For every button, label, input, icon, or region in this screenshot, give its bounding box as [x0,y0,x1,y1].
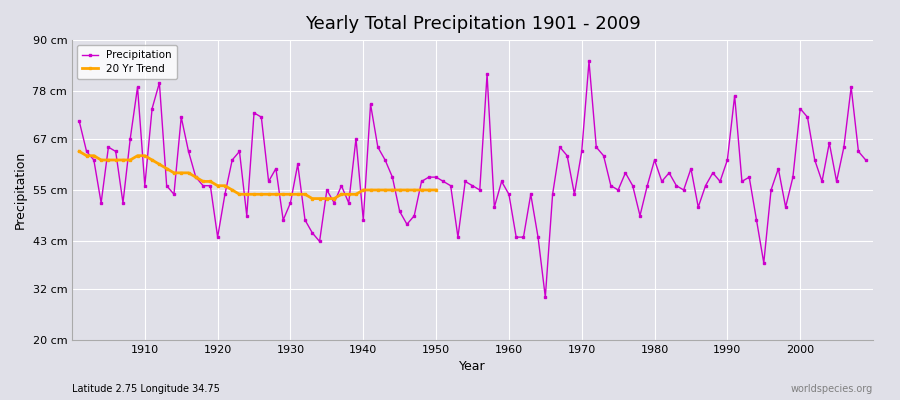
20 Yr Trend [314,196,325,201]
20 Yr Trend [161,166,172,171]
20 Yr Trend [394,188,405,192]
20 Yr Trend [176,170,186,175]
Precipitation [860,158,871,162]
20 Yr Trend [212,183,223,188]
20 Yr Trend [125,158,136,162]
X-axis label: Year: Year [459,360,486,374]
20 Yr Trend [328,196,339,201]
Precipitation [583,59,594,64]
20 Yr Trend [401,188,412,192]
20 Yr Trend [263,192,274,197]
20 Yr Trend [191,175,202,180]
Precipitation [336,183,346,188]
20 Yr Trend [373,188,383,192]
Line: 20 Yr Trend: 20 Yr Trend [78,150,437,200]
Text: worldspecies.org: worldspecies.org [791,384,873,394]
Precipitation [132,85,143,90]
20 Yr Trend [336,192,346,197]
20 Yr Trend [423,188,434,192]
Legend: Precipitation, 20 Yr Trend: Precipitation, 20 Yr Trend [77,45,177,79]
20 Yr Trend [147,158,158,162]
20 Yr Trend [307,196,318,201]
20 Yr Trend [271,192,282,197]
20 Yr Trend [227,188,238,192]
Precipitation [503,192,514,197]
20 Yr Trend [74,149,85,154]
20 Yr Trend [132,153,143,158]
Precipitation [606,183,616,188]
20 Yr Trend [387,188,398,192]
20 Yr Trend [278,192,289,197]
20 Yr Trend [343,192,354,197]
20 Yr Trend [241,192,252,197]
20 Yr Trend [365,188,376,192]
20 Yr Trend [168,170,179,175]
20 Yr Trend [351,192,362,197]
20 Yr Trend [205,179,216,184]
Precipitation [540,295,551,300]
20 Yr Trend [95,158,106,162]
20 Yr Trend [154,162,165,167]
20 Yr Trend [103,158,113,162]
20 Yr Trend [431,188,442,192]
20 Yr Trend [380,188,391,192]
20 Yr Trend [81,153,92,158]
Text: Latitude 2.75 Longitude 34.75: Latitude 2.75 Longitude 34.75 [72,384,220,394]
20 Yr Trend [285,192,296,197]
20 Yr Trend [198,179,209,184]
20 Yr Trend [300,192,310,197]
20 Yr Trend [292,192,303,197]
20 Yr Trend [321,196,332,201]
20 Yr Trend [220,183,230,188]
20 Yr Trend [416,188,427,192]
20 Yr Trend [256,192,266,197]
Y-axis label: Precipitation: Precipitation [14,151,27,229]
Precipitation [292,162,303,167]
20 Yr Trend [140,153,150,158]
Line: Precipitation: Precipitation [78,60,867,298]
20 Yr Trend [88,153,99,158]
20 Yr Trend [358,188,369,192]
20 Yr Trend [183,170,194,175]
20 Yr Trend [248,192,259,197]
20 Yr Trend [111,158,122,162]
Precipitation [74,119,85,124]
Title: Yearly Total Precipitation 1901 - 2009: Yearly Total Precipitation 1901 - 2009 [304,15,641,33]
20 Yr Trend [409,188,419,192]
20 Yr Trend [234,192,245,197]
Precipitation [496,179,507,184]
20 Yr Trend [118,158,129,162]
